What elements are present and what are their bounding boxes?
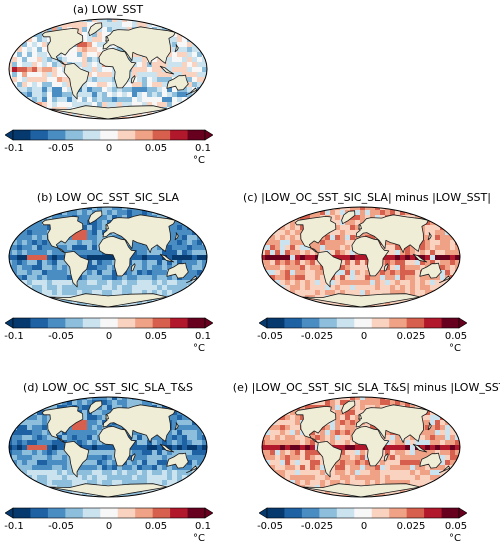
panel-d-unit: °C: [193, 533, 205, 544]
panel-a-tick-2: -0.05: [48, 143, 74, 154]
panel-c-tick-4: 0.025: [396, 331, 426, 342]
panel-d-tick-4: 0.05: [144, 521, 168, 532]
panel-b: (b) LOW_OC_SST_SIC_SLA -0.1 -0.05 0 0.05…: [0, 188, 250, 358]
panel-c-tick-1: -0.05: [257, 331, 283, 342]
panel-e-tick-4: 0.025: [396, 521, 426, 532]
panel-a-tick-1: -0.1: [4, 143, 24, 154]
panel-b-tick-4: 0.05: [144, 331, 168, 342]
panel-e-colorbar: [259, 507, 467, 519]
panel-d-tick-3: 0: [105, 521, 113, 532]
panel-c-map: [261, 206, 461, 308]
panel-d: (d) LOW_OC_SST_SIC_SLA_T&S -0.1 -0.05 0 …: [0, 378, 250, 548]
panel-a-tick-4: 0.05: [144, 143, 168, 154]
panel-c: (c) |LOW_OC_SST_SIC_SLA| minus |LOW_SST|…: [243, 188, 500, 358]
panel-a-colorbar: [5, 129, 213, 141]
panel-b-tick-5: 0.1: [195, 331, 211, 342]
panel-b-tick-1: -0.1: [4, 331, 24, 342]
panel-a-tick-3: 0: [105, 143, 113, 154]
panel-a-unit: °C: [193, 155, 205, 166]
panel-d-colorbar: [5, 507, 213, 519]
panel-c-tick-5: 0.05: [444, 331, 468, 342]
panel-e-title: (e) |LOW_OC_SST_SIC_SLA_T&S| minus |LOW_…: [232, 381, 500, 394]
panel-d-tick-2: -0.05: [48, 521, 74, 532]
panel-b-unit: °C: [193, 343, 205, 354]
panel-c-tick-3: 0: [360, 331, 368, 342]
panel-e: (e) |LOW_OC_SST_SIC_SLA_T&S| minus |LOW_…: [233, 378, 500, 548]
panel-c-tick-2: -0.025: [300, 331, 334, 342]
panel-c-colorbar: [259, 317, 467, 329]
panel-d-tick-1: -0.1: [4, 521, 24, 532]
panel-e-unit: °C: [449, 533, 461, 544]
panel-c-unit: °C: [449, 343, 461, 354]
panel-e-map: [261, 396, 461, 498]
panel-d-tick-5: 0.1: [195, 521, 211, 532]
panel-c-title: (c) |LOW_OC_SST_SIC_SLA| minus |LOW_SST|: [243, 191, 491, 204]
panel-b-title: (b) LOW_OC_SST_SIC_SLA: [36, 191, 180, 204]
panel-a-title: (a) LOW_SST: [72, 3, 144, 16]
panel-a-map: [8, 18, 208, 120]
panel-b-tick-2: -0.05: [48, 331, 74, 342]
panel-e-tick-3: 0: [360, 521, 368, 532]
panel-a-tick-5: 0.1: [195, 143, 211, 154]
panel-b-colorbar: [5, 317, 213, 329]
panel-e-tick-5: 0.05: [444, 521, 468, 532]
panel-e-tick-1: -0.05: [257, 521, 283, 532]
panel-b-map: [8, 206, 208, 308]
panel-d-title: (d) LOW_OC_SST_SIC_SLA_T&S: [23, 381, 193, 394]
panel-a: (a) LOW_SST -0.1 -0.05 0 0.05 0.1 °C: [0, 0, 250, 170]
panel-b-tick-3: 0: [105, 331, 113, 342]
panel-e-tick-2: -0.025: [300, 521, 334, 532]
panel-d-map: [8, 396, 208, 498]
